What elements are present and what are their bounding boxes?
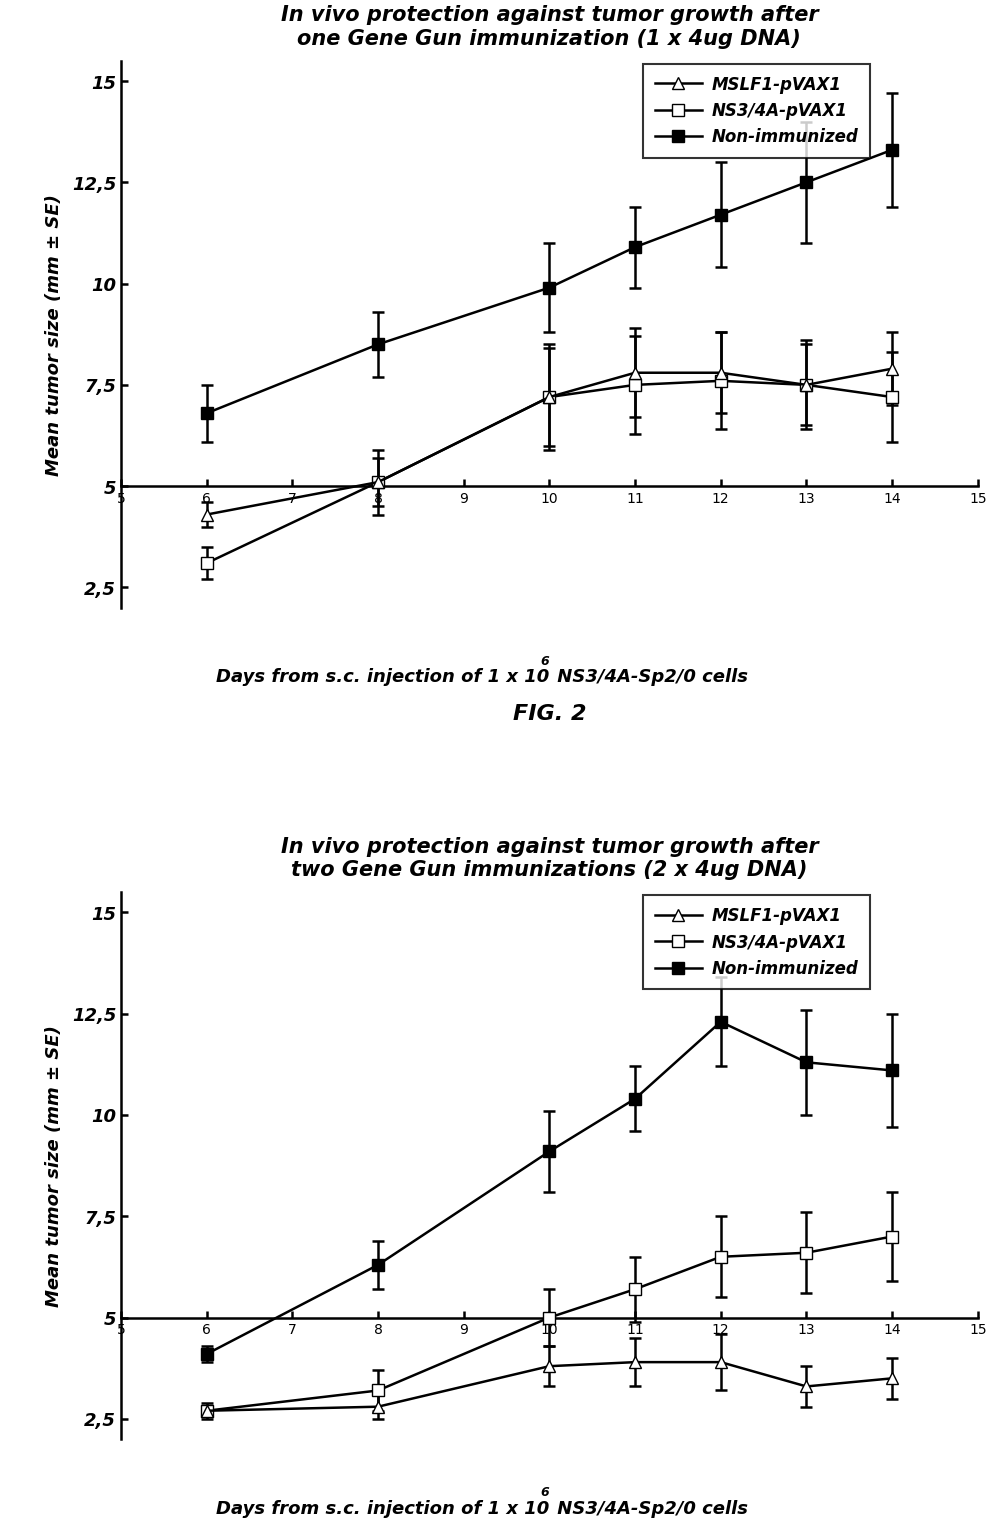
Legend: MSLF1-pVAX1, NS3/4A-pVAX1, Non-immunized: MSLF1-pVAX1, NS3/4A-pVAX1, Non-immunized [643, 64, 870, 158]
Text: 6: 6 [540, 1485, 549, 1499]
Title: In vivo protection against tumor growth after
two Gene Gun immunizations (2 x 4u: In vivo protection against tumor growth … [280, 836, 818, 880]
Text: FIG. 2: FIG. 2 [513, 704, 586, 724]
Legend: MSLF1-pVAX1, NS3/4A-pVAX1, Non-immunized: MSLF1-pVAX1, NS3/4A-pVAX1, Non-immunized [643, 896, 870, 989]
Text: Days from s.c. injection of 1 x 10: Days from s.c. injection of 1 x 10 [216, 668, 549, 686]
Text: 6: 6 [540, 655, 549, 668]
Text: Days from s.c. injection of 1 x 10: Days from s.c. injection of 1 x 10 [216, 1499, 549, 1517]
Y-axis label: Mean tumor size (mm ± SE): Mean tumor size (mm ± SE) [45, 194, 64, 476]
Text: NS3/4A-Sp2/0 cells: NS3/4A-Sp2/0 cells [551, 1499, 748, 1517]
Title: In vivo protection against tumor growth after
one Gene Gun immunization (1 x 4ug: In vivo protection against tumor growth … [280, 6, 818, 49]
Y-axis label: Mean tumor size (mm ± SE): Mean tumor size (mm ± SE) [45, 1024, 64, 1306]
Text: NS3/4A-Sp2/0 cells: NS3/4A-Sp2/0 cells [551, 668, 748, 686]
